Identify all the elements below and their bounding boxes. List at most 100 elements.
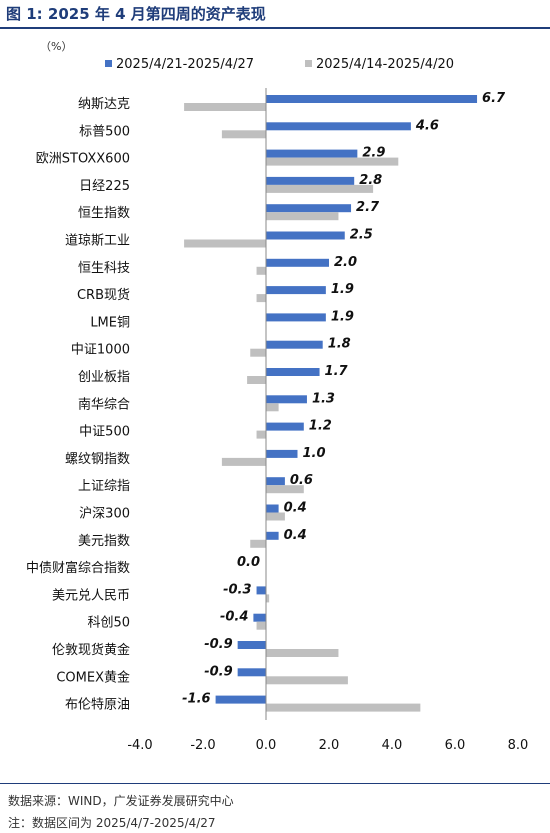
category-label: 上证综指 — [78, 479, 130, 494]
bar-series-1 — [266, 477, 285, 486]
bar-series-2 — [184, 103, 266, 111]
value-label: 1.3 — [312, 391, 335, 406]
category-label: 标普500 — [79, 124, 130, 139]
category-label: 科创50 — [87, 616, 130, 631]
value-label: 2.8 — [359, 173, 382, 188]
value-label: 1.2 — [309, 419, 332, 434]
range-note: 注：数据区间为 2025/4/7-2025/4/27 — [8, 816, 216, 830]
bar-series-1 — [266, 286, 326, 295]
bar-series-2 — [221, 457, 266, 466]
value-label: 6.7 — [482, 91, 506, 106]
bar-series-1 — [266, 422, 304, 431]
bar-series-2 — [256, 294, 266, 303]
category-label: 恒生科技 — [78, 261, 130, 276]
bar-series-2 — [250, 539, 266, 548]
legend-swatch — [305, 60, 312, 67]
category-label: 日经225 — [79, 179, 130, 194]
bar-series-1 — [266, 149, 358, 158]
bar-series-2 — [266, 649, 339, 657]
x-tick-label: -4.0 — [127, 738, 152, 753]
category-label: 美元指数 — [78, 534, 130, 549]
unit-label: （%） — [40, 40, 72, 53]
bar-series-2 — [256, 621, 266, 630]
bar-series-2 — [266, 212, 339, 221]
bar-series-1 — [266, 122, 411, 131]
value-label: -0.9 — [204, 664, 232, 679]
bar-series-1 — [237, 668, 266, 677]
category-label: 螺纹钢指数 — [65, 452, 130, 467]
value-label: -0.4 — [220, 610, 248, 625]
value-label: 2.9 — [362, 146, 385, 161]
legend-swatch — [105, 60, 112, 67]
bar-series-2 — [256, 430, 266, 439]
category-label: 美元兑人民币 — [52, 588, 130, 603]
bar-series-2 — [266, 184, 374, 193]
category-label: 欧洲STOXX600 — [36, 152, 130, 167]
category-label: 中债财富综合指数 — [26, 560, 130, 576]
bar-series-1 — [237, 641, 266, 649]
category-label: 道琼斯工业 — [65, 234, 130, 249]
category-label: COMEX黄金 — [56, 669, 130, 685]
bar-series-1 — [266, 340, 323, 349]
category-label: LME铜 — [90, 315, 130, 330]
bar-series-2 — [266, 403, 279, 412]
x-tick-label: 8.0 — [508, 738, 529, 753]
bar-series-1 — [215, 695, 266, 704]
category-label: 创业板指 — [78, 370, 130, 385]
bar-chart: （%） 2025/4/21-2025/4/27 2025/4/14-2025/4/… — [26, 40, 528, 753]
bar-series-2 — [256, 266, 266, 275]
category-label: 中证1000 — [71, 343, 130, 358]
bar-series-2 — [266, 512, 285, 521]
bar-series-1 — [266, 313, 326, 322]
figure-title: 图 1: 2025 年 4 月第四周的资产表现 — [6, 5, 266, 23]
bar-series-1 — [266, 231, 345, 240]
title-rule — [0, 27, 550, 29]
value-label: -1.6 — [182, 692, 210, 707]
x-tick-label: 4.0 — [382, 738, 403, 753]
bottom-rule — [0, 783, 550, 784]
value-label: 2.7 — [356, 200, 380, 215]
bar-series-2 — [266, 157, 399, 166]
x-tick-label: -2.0 — [190, 738, 215, 753]
bar-series-2 — [266, 594, 270, 603]
value-label: 0.0 — [237, 555, 260, 570]
value-label: 4.6 — [415, 118, 439, 133]
value-label: -0.3 — [223, 582, 251, 597]
bar-series-1 — [266, 258, 329, 267]
bar-series-2 — [266, 485, 304, 494]
value-labels: 6.7 4.6 2.9 2.8 2.7 2.5 2.0 1.9 1.9 1.8 1.7 1.3 1.2 1… — [182, 91, 506, 707]
bar-series-1 — [266, 204, 352, 213]
value-label: -0.9 — [204, 637, 232, 652]
bar-series-2 — [250, 348, 266, 357]
legend-label: 2025/4/21-2025/4/27 — [116, 57, 254, 72]
bar-series-1 — [266, 176, 355, 185]
value-label: 1.9 — [331, 282, 354, 297]
bar-series-2 — [266, 703, 421, 712]
legend-label: 2025/4/14-2025/4/20 — [316, 57, 454, 72]
bar-series-1 — [266, 395, 307, 404]
category-label: 恒生指数 — [78, 206, 130, 221]
value-label: 2.5 — [350, 228, 373, 243]
bar-series-1 — [266, 368, 320, 376]
bar-series-1 — [253, 613, 266, 622]
x-tick-label: 0.0 — [256, 738, 277, 753]
value-label: 1.0 — [303, 446, 326, 461]
value-label: 0.4 — [284, 528, 307, 543]
category-label: 南华综合 — [78, 396, 130, 412]
bar-series-2 — [184, 239, 266, 248]
category-label: 纳斯达克 — [78, 97, 130, 112]
bar-series-2 — [221, 130, 266, 139]
bar-series-2 — [266, 676, 348, 685]
value-label: 2.0 — [334, 255, 357, 270]
value-label: 0.6 — [290, 473, 313, 488]
x-axis: -4.0 -2.0 0.0 2.0 4.0 6.0 8.0 — [127, 88, 528, 753]
bar-series-1 — [266, 449, 298, 458]
legend: 2025/4/21-2025/4/27 2025/4/14-2025/4/20 — [105, 57, 454, 72]
x-tick-label: 2.0 — [319, 738, 340, 753]
bars — [184, 95, 478, 712]
bar-series-2 — [247, 376, 266, 384]
source-note: 数据来源：WIND，广发证券发展研究中心 — [8, 794, 234, 808]
value-label: 0.4 — [284, 501, 307, 516]
x-tick-label: 6.0 — [445, 738, 466, 753]
